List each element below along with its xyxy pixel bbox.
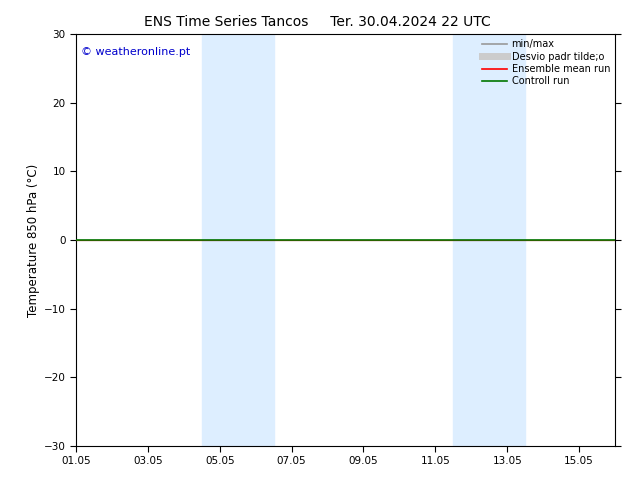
Y-axis label: Temperature 850 hPa (°C): Temperature 850 hPa (°C) xyxy=(27,164,39,317)
Bar xyxy=(202,34,274,446)
Text: © weatheronline.pt: © weatheronline.pt xyxy=(81,47,191,57)
Legend: min/max, Desvio padr tilde;o, Ensemble mean run, Controll run: min/max, Desvio padr tilde;o, Ensemble m… xyxy=(481,37,612,88)
Text: ENS Time Series Tancos     Ter. 30.04.2024 22 UTC: ENS Time Series Tancos Ter. 30.04.2024 2… xyxy=(144,15,490,29)
Bar xyxy=(453,34,525,446)
